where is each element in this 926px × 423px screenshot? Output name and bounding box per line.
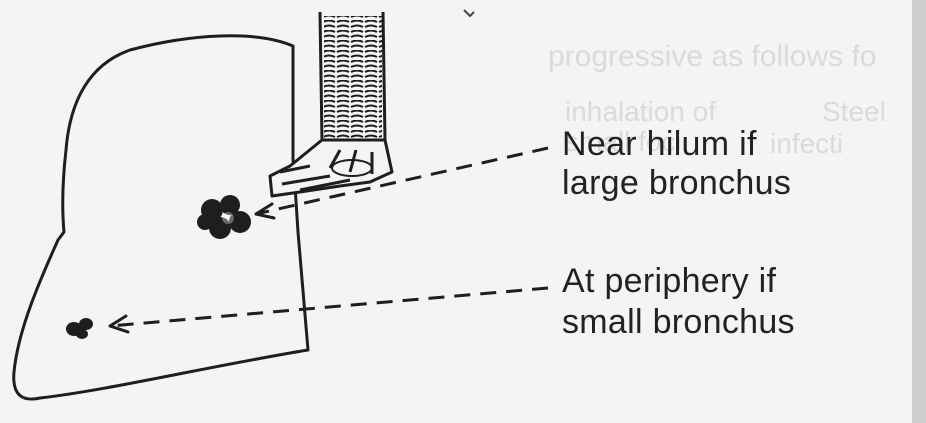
periphery-label-line2: small bronchus (562, 303, 795, 341)
hilum-label-line2: large bronchus (562, 164, 792, 202)
bleed-through-line3: small foci (565, 126, 682, 157)
periphery-label-line1: At periphery if (562, 262, 777, 300)
tumor-cluster-icon (197, 195, 251, 239)
bleed-through-line1: progressive as follows fo (548, 40, 877, 73)
main-bronchus (268, 138, 394, 198)
speck-mark (463, 9, 475, 18)
bleed-through-line2: inhalation of (565, 96, 717, 127)
trachea (318, 11, 387, 141)
bleed-through-line4: Steel (822, 96, 886, 127)
tumor-nodule-icon (66, 318, 93, 339)
page-edge (912, 0, 926, 423)
lung-outline (12, 34, 310, 401)
hilum-label-line1: Near hilum if (562, 125, 757, 163)
hilum-pointer-arrow (254, 146, 549, 220)
bleed-through-line5: infecti (770, 128, 844, 159)
periphery-pointer-arrow (108, 286, 549, 334)
